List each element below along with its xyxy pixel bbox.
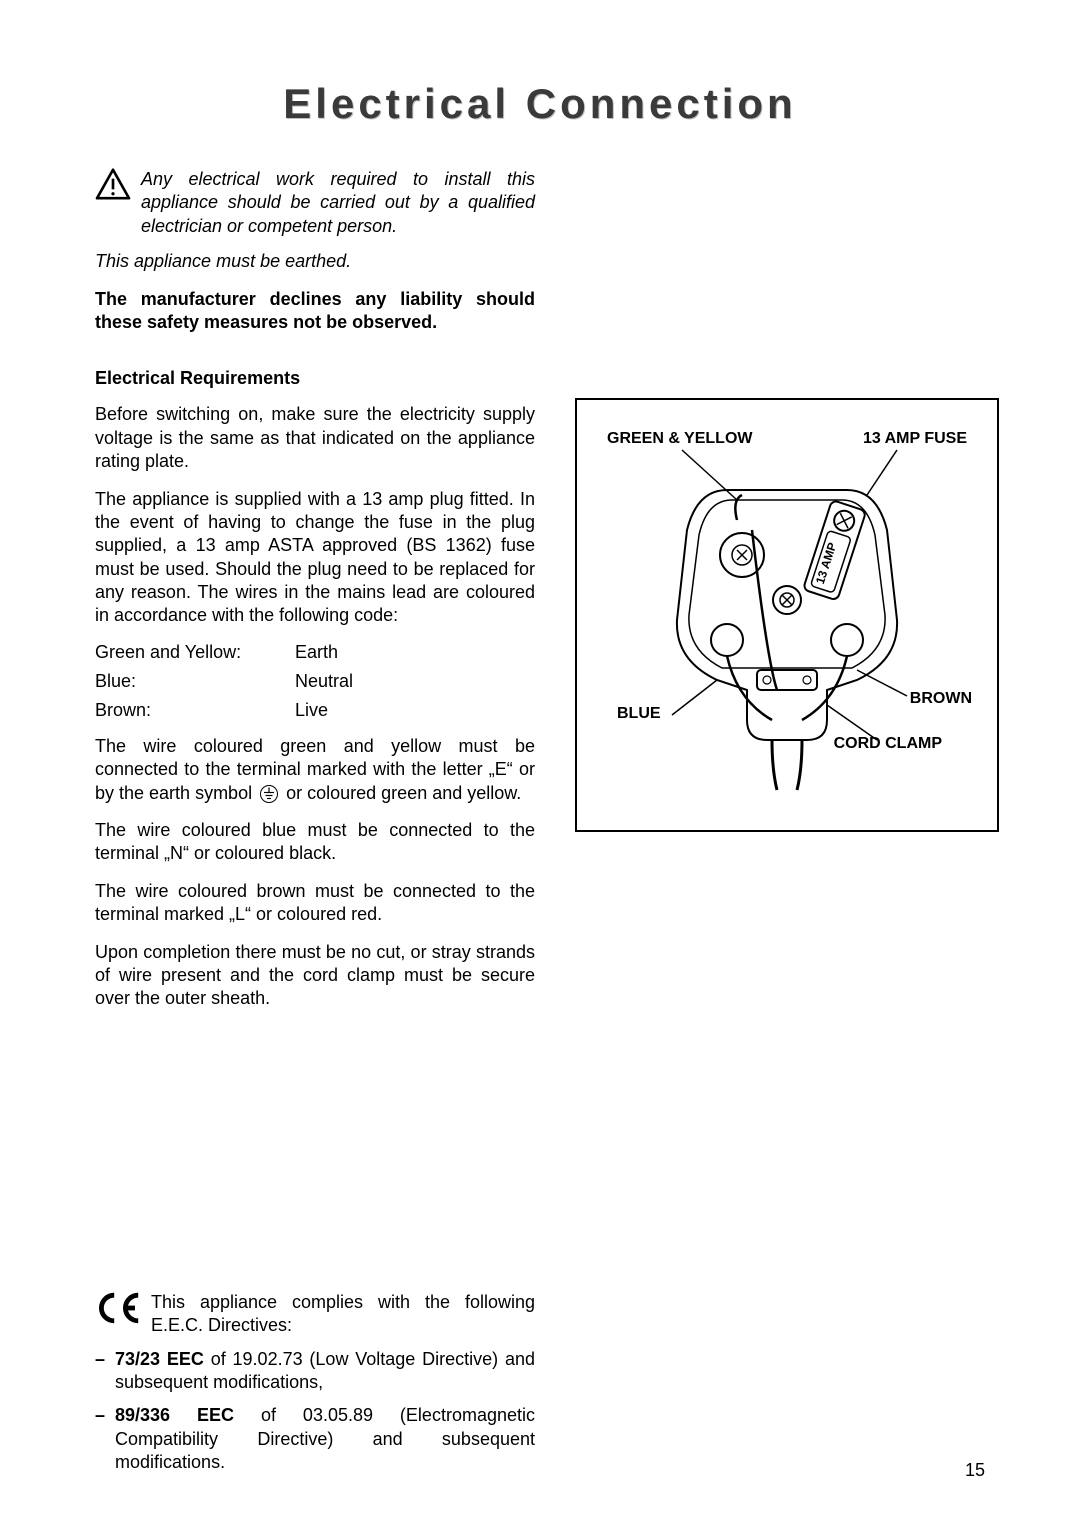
warning-text: Any electrical work required to install … <box>141 168 535 238</box>
directive-1: – 73/23 EEC of 19.02.73 (Low Voltage Dir… <box>95 1348 535 1395</box>
ce-text: This appliance complies with the followi… <box>151 1291 535 1338</box>
directive-text: 89/336 EEC of 03.05.89 (Electromagnetic … <box>115 1404 535 1474</box>
page-number: 15 <box>965 1460 985 1481</box>
wire-label: Green and Yellow: <box>95 642 295 663</box>
directive-text: 73/23 EEC of 19.02.73 (Low Voltage Direc… <box>115 1348 535 1395</box>
paragraph-voltage: Before switching on, make sure the elect… <box>95 403 535 473</box>
earth-notice: This appliance must be earthed. <box>95 250 535 273</box>
directive-2: – 89/336 EEC of 03.05.89 (Electromagneti… <box>95 1404 535 1474</box>
page-title: Electrical Connection <box>95 80 985 128</box>
wire-colour-table: Green and Yellow: Earth Blue: Neutral Br… <box>95 642 535 721</box>
right-column: GREEN & YELLOW 13 AMP FUSE BLUE BROWN CO… <box>575 168 999 1475</box>
warning-row: Any electrical work required to install … <box>95 168 535 238</box>
paragraph-plug: The appliance is supplied with a 13 amp … <box>95 488 535 628</box>
wire-value: Neutral <box>295 671 535 692</box>
bullet-dash: – <box>95 1348 105 1395</box>
paragraph-blue: The wire coloured blue must be connected… <box>95 819 535 866</box>
wire-value: Earth <box>295 642 535 663</box>
bullet-dash: – <box>95 1404 105 1474</box>
section-heading: Electrical Requirements <box>95 368 535 389</box>
two-column-layout: Any electrical work required to install … <box>95 168 985 1475</box>
ce-row: This appliance complies with the followi… <box>95 1291 535 1338</box>
directive-bold: 73/23 EEC <box>115 1349 204 1369</box>
earth-symbol-icon <box>259 784 279 804</box>
paragraph-brown: The wire coloured brown must be connecte… <box>95 880 535 927</box>
wire-label: Brown: <box>95 700 295 721</box>
plug-wiring-diagram: GREEN & YELLOW 13 AMP FUSE BLUE BROWN CO… <box>575 398 999 832</box>
paragraph-green-yellow: The wire coloured green and yellow must … <box>95 735 535 805</box>
gy-post: or coloured green and yellow. <box>286 783 521 803</box>
plug-diagram-svg: 13 AMP <box>577 400 997 830</box>
ce-mark-icon <box>95 1291 143 1325</box>
left-column: Any electrical work required to install … <box>95 168 535 1475</box>
wire-label: Blue: <box>95 671 295 692</box>
wire-value: Live <box>295 700 535 721</box>
document-page: Electrical Connection Any electrical wor… <box>0 0 1080 1526</box>
liability-notice: The manufacturer declines any liability … <box>95 288 535 335</box>
warning-icon <box>95 168 131 200</box>
directive-bold: 89/336 EEC <box>115 1405 234 1425</box>
paragraph-completion: Upon completion there must be no cut, or… <box>95 941 535 1011</box>
